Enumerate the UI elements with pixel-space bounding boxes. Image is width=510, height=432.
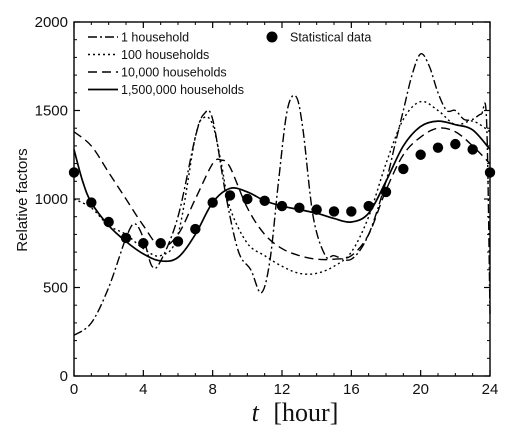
x-tick-label-6: 24: [482, 381, 499, 398]
data-point-1: [86, 197, 97, 208]
legend-label-3: 1,500,000 households: [121, 83, 244, 97]
x-tick-label-2: 8: [208, 381, 216, 398]
x-tick-label-3: 12: [274, 381, 291, 398]
y-axis-label: Relative factors: [14, 148, 31, 251]
legend-label-0: 1 household: [121, 31, 189, 45]
data-point-12: [276, 200, 288, 212]
data-point-18: [380, 186, 392, 198]
axis-ticks: [73, 21, 491, 377]
data-point-11: [259, 195, 270, 206]
legend-label-points: Statistical data: [290, 31, 371, 45]
y-tick-label-4: 2000: [35, 14, 68, 31]
y-tick-label-3: 1500: [35, 103, 68, 120]
legend-marker-points: [266, 31, 278, 43]
legend-label-1: 100 households: [121, 48, 209, 62]
x-tick-label-0: 0: [70, 381, 78, 398]
data-point-8: [207, 197, 218, 208]
plot-points: [68, 138, 496, 249]
data-point-7: [190, 223, 201, 235]
data-point-21: [432, 142, 444, 153]
data-point-17: [363, 200, 374, 212]
series-line-0: [73, 53, 491, 336]
y-tick-label-0: 0: [60, 368, 68, 385]
data-point-20: [415, 149, 426, 160]
x-axis-variable: t: [252, 398, 260, 427]
x-tick-label-1: 4: [139, 381, 147, 398]
data-point-10: [242, 193, 253, 205]
data-point-6: [172, 236, 184, 247]
data-point-15: [328, 206, 340, 217]
data-point-2: [103, 216, 114, 228]
legend: 1 household 100 households 10,000 househol…: [88, 31, 371, 97]
data-point-16: [346, 206, 357, 217]
tick-labels: 0 4 8 12 16 20 24 0 500 1000 1500 2000: [35, 14, 499, 398]
data-point-5: [155, 238, 166, 249]
data-point-14: [311, 204, 322, 215]
data-point-23: [467, 144, 478, 155]
series-line-2: [73, 127, 491, 261]
x-tick-label-5: 20: [412, 381, 429, 398]
y-tick-label-2: 1000: [35, 191, 68, 208]
data-point-22: [450, 138, 461, 150]
data-point-19: [398, 163, 409, 175]
data-point-3: [120, 232, 132, 244]
x-axis-unit: [hour]: [273, 398, 338, 427]
data-point-4: [138, 238, 149, 249]
x-axis-label: t [hour]: [252, 398, 339, 427]
data-point-13: [294, 202, 305, 214]
x-tick-label-4: 16: [343, 381, 360, 398]
series-line-3: [73, 120, 491, 263]
legend-label-2: 10,000 households: [121, 66, 227, 80]
data-point-9: [224, 190, 236, 201]
y-tick-label-1: 500: [43, 280, 68, 297]
